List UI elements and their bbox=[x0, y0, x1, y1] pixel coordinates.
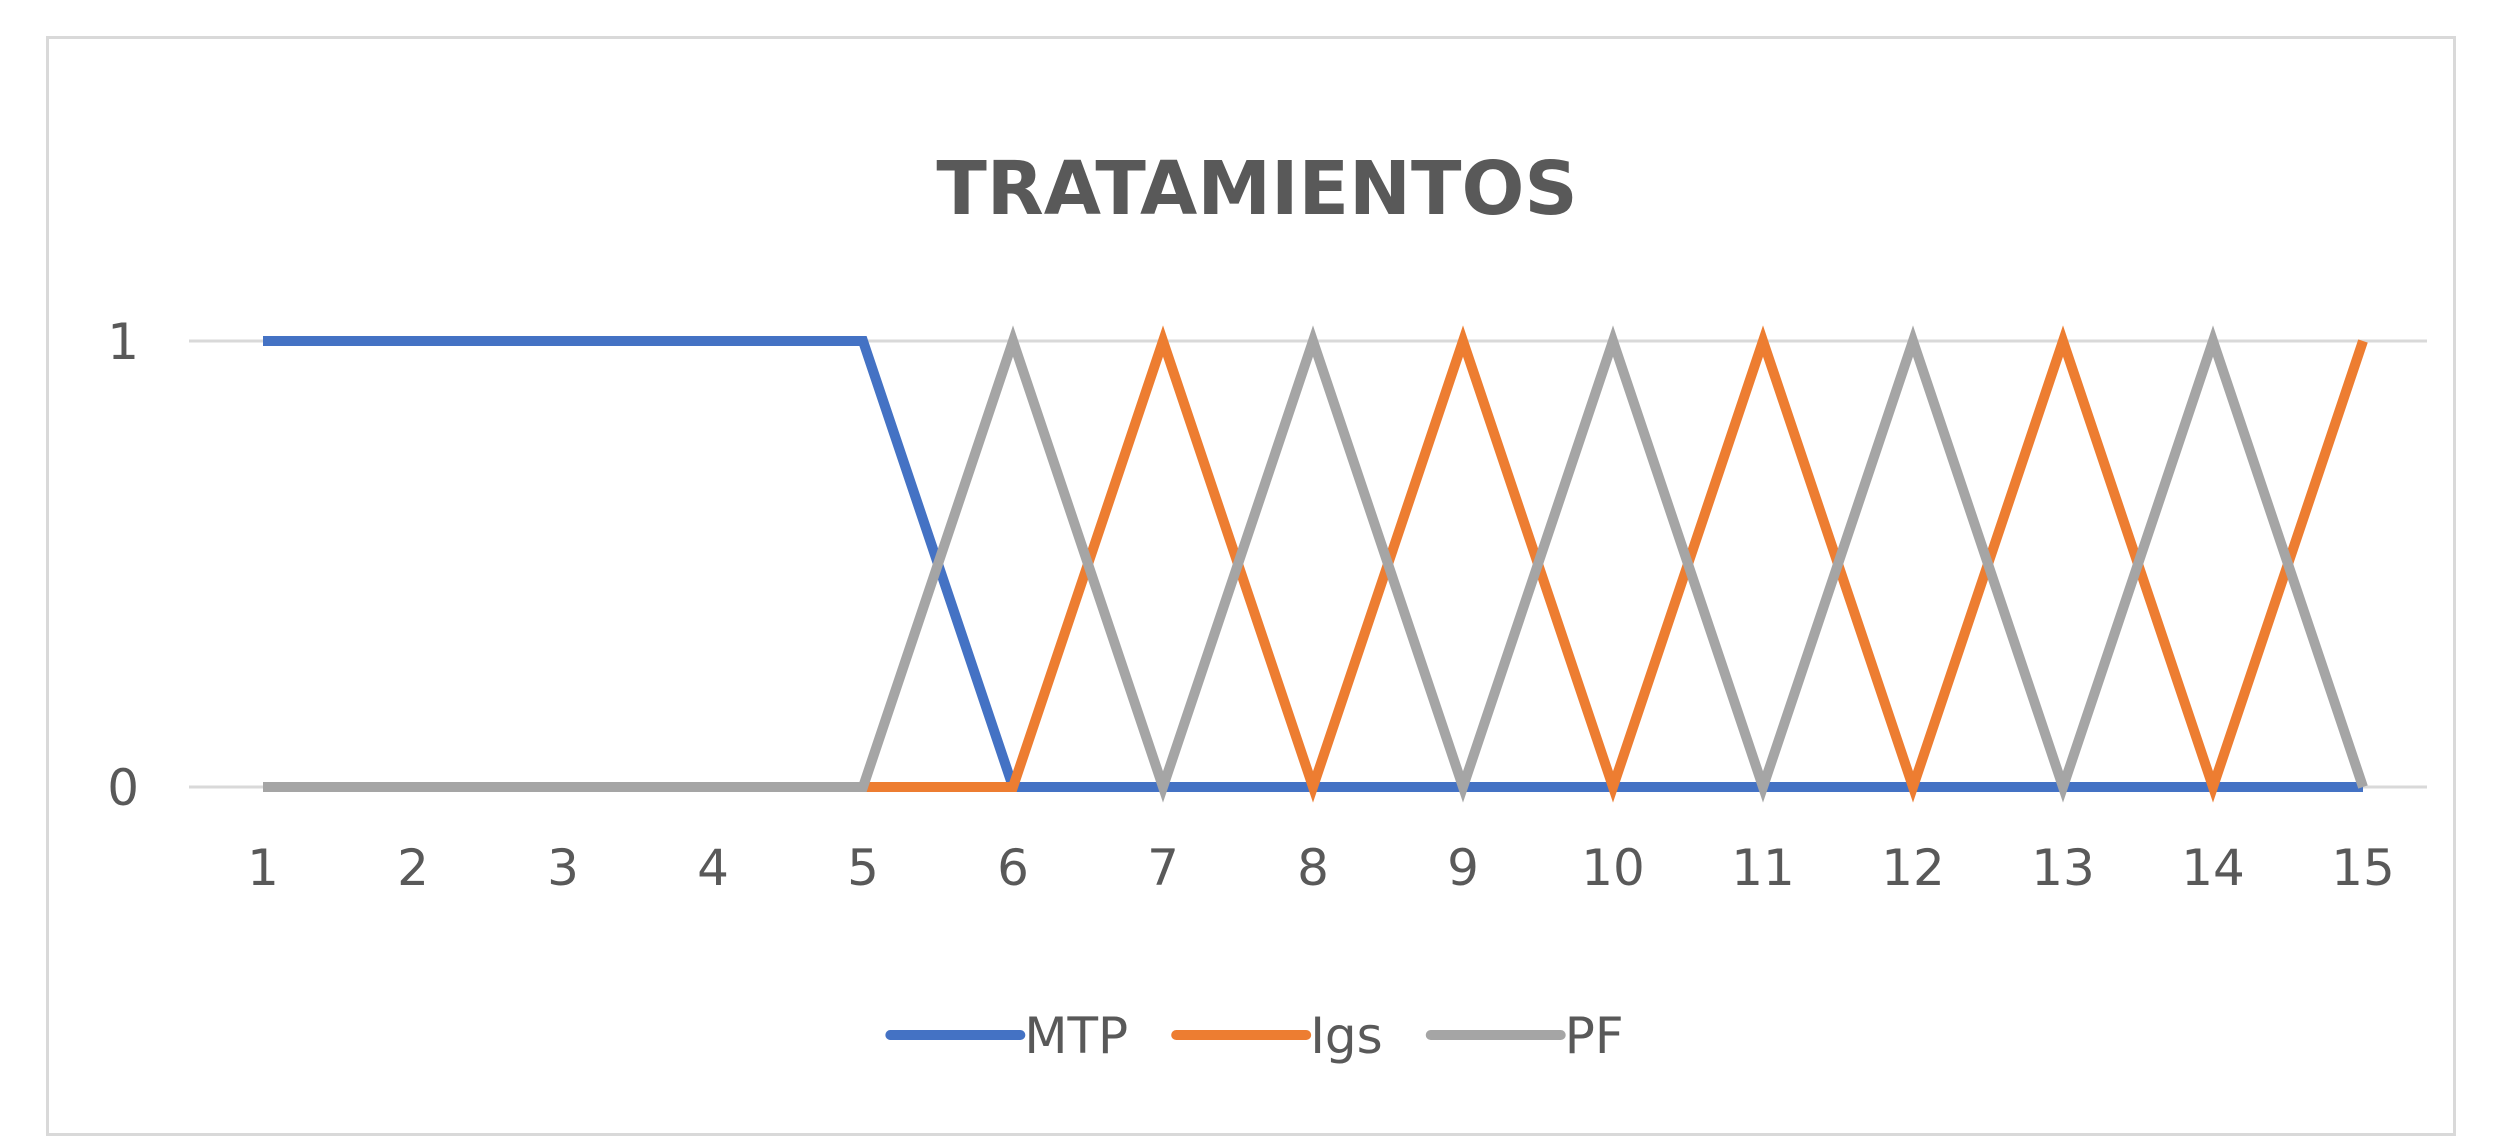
x-tick-label: 5 bbox=[847, 839, 879, 897]
x-tick-label: 8 bbox=[1297, 839, 1329, 897]
legend-item-mtp: MTP bbox=[885, 1007, 1128, 1065]
legend-label: Igs bbox=[1310, 1007, 1383, 1065]
x-tick-label: 2 bbox=[397, 839, 429, 897]
series-lines bbox=[263, 325, 2368, 803]
x-axis-ticks: 1 2 3 4 5 6 7 8 9 10 11 12 13 14 15 bbox=[247, 839, 2395, 897]
x-tick-label: 7 bbox=[1147, 839, 1179, 897]
x-tick-label: 13 bbox=[2031, 839, 2095, 897]
x-tick-label: 9 bbox=[1447, 839, 1479, 897]
x-tick-label: 3 bbox=[547, 839, 579, 897]
x-tick-label: 12 bbox=[1881, 839, 1945, 897]
chart-title: TRATAMIENTOS bbox=[936, 146, 1577, 232]
line-chart: TRATAMIENTOS 01 1 2 3 4 5 6 7 8 9 10 11 12 13 14 15 MT… bbox=[107, 146, 2427, 1065]
y-tick-label: 1 bbox=[107, 313, 139, 371]
gridlines bbox=[189, 339, 2427, 789]
legend: MTP Igs PF bbox=[885, 1007, 1624, 1065]
x-tick-label: 6 bbox=[997, 839, 1029, 897]
legend-item-igs: Igs bbox=[1171, 1007, 1383, 1065]
x-tick-label: 11 bbox=[1731, 839, 1795, 897]
x-tick-label: 14 bbox=[2181, 839, 2245, 897]
series-line-igs bbox=[263, 325, 2368, 803]
legend-item-pf: PF bbox=[1425, 1007, 1624, 1065]
x-tick-label: 10 bbox=[1581, 839, 1645, 897]
series-line-mtp bbox=[263, 336, 2363, 792]
x-tick-label: 1 bbox=[247, 839, 279, 897]
series-line-pf bbox=[263, 325, 2368, 803]
x-tick-label: 4 bbox=[697, 839, 729, 897]
y-tick-label: 0 bbox=[107, 759, 139, 817]
legend-label: PF bbox=[1565, 1007, 1624, 1065]
legend-label: MTP bbox=[1024, 1007, 1128, 1065]
x-tick-label: 15 bbox=[2331, 839, 2395, 897]
y-axis-ticks: 01 bbox=[107, 313, 139, 817]
